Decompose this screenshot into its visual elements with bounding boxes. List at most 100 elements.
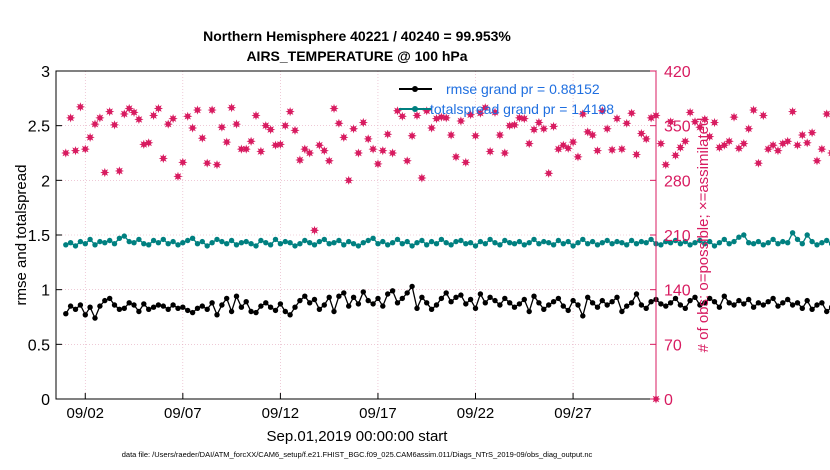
- rmse-point: [750, 304, 757, 310]
- obs-count-marker: [256, 146, 266, 156]
- rmse-point: [336, 293, 342, 299]
- obs-count-marker: [592, 146, 603, 156]
- rmse-point: [214, 312, 220, 318]
- rmse-point: [141, 301, 147, 307]
- totalspread-point: [102, 240, 108, 246]
- rmse-point: [292, 304, 298, 310]
- obs-count-marker: [627, 108, 637, 118]
- totalspread-point: [126, 238, 132, 245]
- totalspread-point: [482, 241, 488, 247]
- totalspread-point: [580, 236, 586, 243]
- obs-count-marker: [114, 166, 124, 176]
- rmse-point: [492, 297, 498, 304]
- totalspread-point: [150, 237, 157, 244]
- rmse-point: [146, 306, 152, 312]
- rmse-point: [170, 302, 176, 308]
- rmse-point: [599, 297, 605, 304]
- rmse-point: [575, 302, 581, 308]
- rmse-point: [419, 294, 425, 300]
- totalspread-point: [380, 238, 386, 245]
- obs-count-marker: [636, 128, 646, 139]
- totalspread-point: [711, 243, 718, 249]
- totalspread-point: [365, 237, 371, 244]
- obs-count-marker: [695, 122, 705, 132]
- obs-count-marker: [788, 107, 798, 117]
- totalspread-point: [565, 238, 571, 245]
- rmse-point: [233, 293, 240, 299]
- rmse-point: [658, 301, 664, 307]
- legend-label-totalspread: totalspread grand pr = 1.4198: [430, 101, 614, 117]
- rmse-point: [272, 307, 279, 314]
- obs-count-marker: [666, 117, 676, 127]
- totalspread-point: [804, 232, 810, 238]
- totalspread-point: [355, 243, 362, 249]
- rmse-point: [443, 290, 449, 296]
- totalspread-point: [370, 235, 376, 241]
- totalspread-point: [536, 241, 542, 247]
- rmse-point: [580, 313, 586, 319]
- rmse-point: [380, 303, 386, 309]
- totalspread-point: [346, 238, 352, 245]
- totalspread-point: [799, 241, 805, 247]
- totalspread-point: [731, 238, 737, 245]
- y2-tick-label: 0: [664, 392, 673, 409]
- rmse-point: [238, 304, 245, 310]
- rmse-point: [399, 295, 405, 302]
- totalspread-point: [619, 240, 625, 246]
- obs-count-marker: [119, 109, 129, 119]
- obs-count-marker: [163, 119, 173, 129]
- obs-count-marker: [812, 156, 822, 166]
- rmse-point: [428, 306, 435, 312]
- x-tick-label: 09/27: [554, 405, 592, 422]
- totalspread-point: [282, 238, 288, 245]
- obs-count-marker: [139, 139, 149, 149]
- totalspread-point: [399, 241, 405, 247]
- rmse-point: [111, 302, 118, 308]
- obs-count-marker: [495, 130, 505, 140]
- rmse-point: [511, 304, 518, 310]
- totalspread-point: [243, 238, 249, 245]
- obs-count-marker: [597, 106, 607, 116]
- totalspread-point: [438, 236, 445, 243]
- rmse-point: [67, 303, 74, 309]
- rmse-point: [555, 295, 562, 302]
- rmse-point: [502, 295, 508, 302]
- rmse-point: [194, 305, 201, 311]
- series-layer: [61, 102, 830, 404]
- obs-count-marker: [227, 103, 237, 113]
- totalspread-point: [667, 240, 674, 246]
- rmse-point: [614, 294, 620, 300]
- obs-count-marker: [192, 105, 203, 115]
- rmse-point: [63, 311, 69, 317]
- obs-count-marker: [329, 103, 339, 114]
- obs-count-marker: [470, 131, 481, 141]
- totalspread-point: [555, 237, 562, 244]
- x-tick-label: 09/12: [262, 405, 300, 422]
- rmse-point: [185, 307, 191, 314]
- totalspread-point: [82, 241, 89, 247]
- totalspread-point: [263, 240, 269, 246]
- totalspread-point: [409, 243, 415, 249]
- obs-count-marker: [75, 102, 85, 112]
- obs-count-marker: [456, 116, 466, 126]
- legend-label-rmse: rmse grand pr = 0.88152: [446, 81, 600, 97]
- totalspread-point: [116, 235, 123, 241]
- obs-count-marker: [431, 114, 442, 124]
- y-tick-label: 1: [41, 283, 50, 300]
- obs-count-marker: [70, 146, 81, 156]
- obs-count-marker: [407, 131, 417, 141]
- obs-count-marker: [314, 140, 324, 150]
- obs-count-marker: [724, 136, 734, 146]
- obs-count-marker: [251, 110, 261, 121]
- rmse-point: [87, 304, 93, 310]
- totalspread-point: [414, 240, 420, 246]
- totalspread-point: [336, 237, 342, 244]
- data-file-note: data file: /Users/raeder/DAI/ATM_forcXX/…: [122, 450, 593, 459]
- chart-title-line2: AIRS_TEMPERATURE @ 100 hPa: [246, 48, 467, 64]
- rmse-point: [287, 312, 293, 318]
- totalspread-point: [770, 236, 776, 243]
- rmse-point: [677, 302, 684, 308]
- obs-count-marker: [100, 167, 110, 178]
- totalspread-point: [648, 236, 654, 243]
- obs-count-marker: [61, 148, 71, 158]
